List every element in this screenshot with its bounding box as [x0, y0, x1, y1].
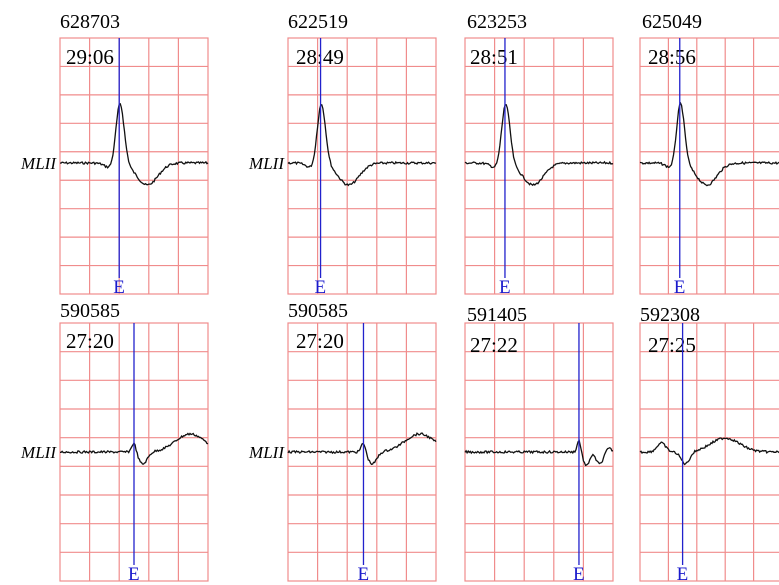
event-marker-label: E: [674, 277, 686, 298]
timestamp: 27:25: [648, 333, 696, 357]
grid: [464, 37, 614, 295]
record-id: 622519: [288, 11, 348, 33]
grid: [639, 322, 779, 582]
ecg-trace: [639, 437, 779, 466]
grid-border: [59, 37, 209, 295]
ecg-trace: [464, 103, 614, 187]
record-id: 628703: [60, 11, 120, 33]
ecg-panel: 625049 28:56 E: [639, 11, 779, 298]
event-marker-label: E: [113, 277, 125, 298]
ecg-panel: 623253 28:51 E: [464, 11, 614, 298]
event-marker-label: E: [499, 277, 511, 298]
record-id: 591405: [467, 304, 527, 326]
ecg-panel: 591405 27:22 E: [464, 304, 614, 585]
grid-border: [639, 322, 779, 582]
grid-border: [287, 37, 437, 295]
ecg-trace: [639, 101, 779, 187]
ecg-trace: [59, 103, 209, 186]
timestamp: 27:20: [296, 329, 344, 353]
ecg-panel: 590585 27:20 MLII E: [20, 300, 209, 585]
timestamp: 28:56: [648, 45, 696, 69]
event-marker-label: E: [677, 564, 689, 585]
lead-label: MLII: [248, 443, 285, 462]
ecg-panel: 590585 27:20 MLII E: [248, 300, 437, 585]
record-id: 625049: [642, 11, 702, 33]
lead-label: MLII: [20, 154, 57, 173]
grid-border: [464, 37, 614, 295]
timestamp: 27:22: [470, 333, 518, 357]
grid: [639, 37, 779, 295]
grid-border: [639, 37, 779, 295]
lead-label: MLII: [248, 154, 285, 173]
record-id: 623253: [467, 11, 527, 33]
grid: [59, 37, 209, 295]
event-marker-label: E: [357, 564, 369, 585]
record-id: 590585: [288, 300, 348, 322]
event-marker-label: E: [573, 564, 585, 585]
ecg-panel: 592308 27:25 E: [639, 304, 779, 585]
ecg-trace: [464, 439, 613, 467]
ecg-panel: 628703 29:06 MLII E: [20, 11, 209, 298]
ecg-trace: [287, 432, 437, 466]
event-marker-label: E: [315, 277, 327, 298]
grid: [287, 37, 437, 295]
timestamp: 29:06: [66, 45, 114, 69]
lead-label: MLII: [20, 443, 57, 462]
ecg-trace: [287, 103, 436, 187]
event-marker-label: E: [128, 564, 140, 585]
ecg-panels: 62870329:06MLIIE62251928:49MLIIE62325328…: [20, 11, 779, 585]
record-id: 592308: [640, 304, 700, 326]
record-id: 590585: [60, 300, 120, 322]
timestamp: 28:51: [470, 45, 518, 69]
timestamp: 27:20: [66, 329, 114, 353]
